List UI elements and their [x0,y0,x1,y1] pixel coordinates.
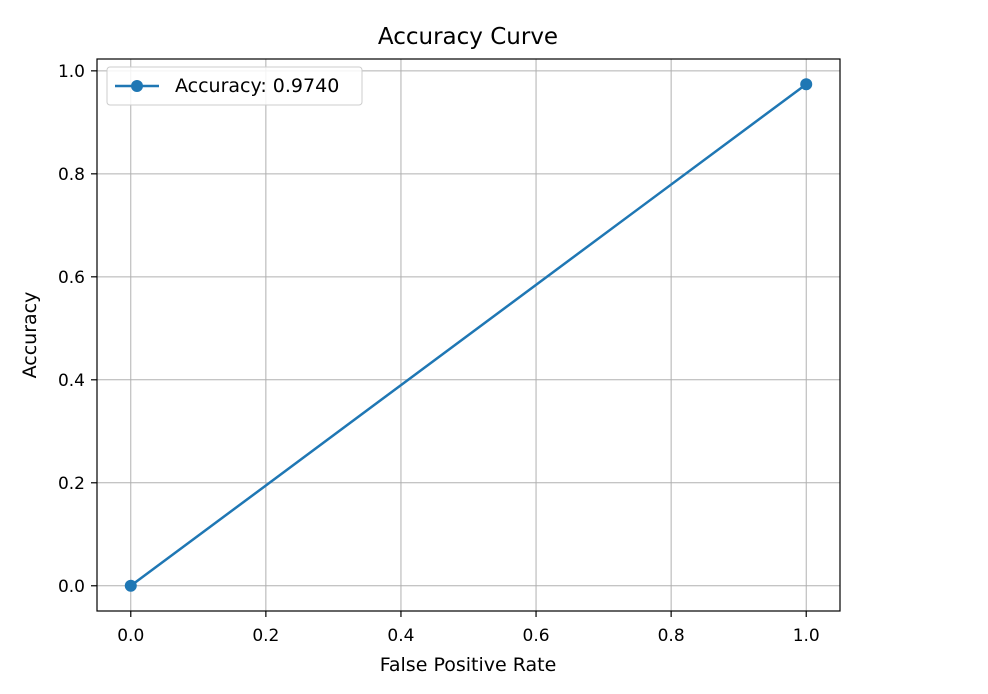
y-tick-label: 0.8 [58,165,85,185]
x-tick-label: 1.0 [793,626,820,646]
x-tick-label: 0.2 [252,626,279,646]
y-tick-label: 0.2 [58,474,85,494]
y-tick-label: 0.0 [58,577,85,597]
x-tick-label: 0.0 [117,626,144,646]
y-axis-label: Accuracy [19,292,41,379]
legend: Accuracy: 0.9740 [106,66,363,106]
grid-lines [97,59,840,611]
legend-box [106,66,363,106]
x-axis-label: False Positive Rate [380,654,557,676]
x-axis-ticks: 0.0 0.2 0.4 0.6 0.8 1.0 [117,611,820,646]
legend-marker-swatch [131,80,143,92]
y-tick-label: 1.0 [58,62,85,82]
x-tick-label: 0.4 [387,626,414,646]
series-layer [124,78,813,592]
series-line [130,83,807,587]
plot-frame [96,58,841,612]
y-tick-label: 0.6 [58,268,85,288]
y-axis-ticks: 0.0 0.2 0.4 0.6 0.8 1.0 [58,62,97,597]
data-point [124,579,137,592]
y-tick-label: 0.4 [58,371,85,391]
legend-label: Accuracy: 0.9740 [175,75,339,97]
x-tick-label: 0.8 [658,626,685,646]
x-tick-label: 0.6 [523,626,550,646]
data-point [800,78,813,91]
chart-title: Accuracy Curve [378,24,558,50]
